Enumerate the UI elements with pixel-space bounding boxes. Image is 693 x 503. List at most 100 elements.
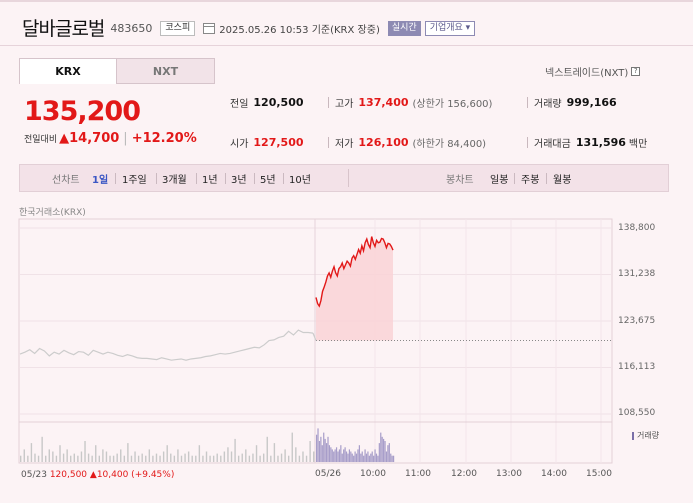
volume-bar-today: [375, 453, 378, 462]
change-label: 전일대비: [24, 135, 58, 145]
exchange-label: 한국거래소(KRX): [19, 208, 86, 218]
nextrade-link[interactable]: 넥스트레이드(NXT) ?: [545, 64, 641, 79]
volume-bar-prev: [262, 453, 265, 462]
volume-bar-prev: [112, 455, 115, 462]
market-tabs: KRX NXT: [19, 58, 215, 84]
candle-chart-label[interactable]: 봉차트: [446, 174, 474, 186]
volume-bar-prev: [45, 455, 47, 462]
volume-bar-prev: [223, 451, 226, 462]
nextrade-label: 넥스트레이드(NXT): [545, 68, 629, 79]
period-1w[interactable]: 1주일: [122, 174, 147, 186]
volume-bar-today: [335, 447, 338, 462]
volume-bar-prev: [202, 455, 204, 462]
volume-bar-today: [324, 438, 326, 462]
volume-bar-today: [353, 455, 355, 462]
volume-bar-prev: [37, 455, 40, 462]
candle-monthly[interactable]: 월봉: [553, 174, 572, 186]
line-chart-label[interactable]: 선차트: [52, 174, 80, 186]
volume-bar-prev: [220, 455, 222, 462]
volume-bar-prev: [252, 453, 254, 462]
period-1y[interactable]: 1년: [202, 174, 218, 186]
volume-bar-prev: [177, 449, 179, 462]
volume-bar-prev: [84, 441, 86, 462]
volume-bar-prev: [27, 455, 29, 462]
volume-bar-today: [345, 451, 348, 462]
series-connector: [312, 332, 317, 341]
volume-bar-today: [344, 447, 346, 462]
period-3m[interactable]: 3개월: [162, 174, 187, 186]
period-5y[interactable]: 5년: [260, 174, 276, 186]
volume-bar-today: [321, 445, 323, 462]
candle-daily[interactable]: 일봉: [490, 174, 509, 186]
period-3y[interactable]: 3년: [231, 174, 247, 186]
x-tick-label: 10:00: [360, 469, 386, 479]
volume-bar-prev: [127, 443, 129, 462]
volume-bar-today: [317, 428, 319, 462]
period-separator: [115, 173, 116, 184]
volume-bar-prev: [209, 455, 211, 462]
volume-bar-prev: [241, 453, 243, 462]
volume-bar-prev: [191, 455, 193, 462]
tab-nxt[interactable]: NXT: [117, 58, 215, 84]
volume-bar-prev: [59, 445, 61, 462]
company-info-button[interactable]: 기업개요 ▾: [424, 20, 476, 36]
volume-bar-prev: [280, 453, 283, 462]
volume-bar-today: [390, 453, 392, 462]
volume-bar-prev: [184, 453, 186, 462]
volume-legend: 거래량: [632, 430, 659, 441]
volume-bar-prev: [273, 443, 276, 462]
x-tick-label: 05/26: [315, 469, 341, 479]
volume-bar-prev: [173, 455, 176, 462]
chart-period-toolbar: 선차트 1일 1주일 3개월 1년 3년 5년 10년 봉차트 일봉 주봉 월봉: [19, 164, 669, 192]
stat-prev-close: 전일 120,500: [230, 95, 304, 110]
volume-bar-prev: [277, 455, 279, 462]
volume-bar-prev: [255, 445, 258, 462]
volume-bar-prev: [159, 455, 161, 462]
volume-bar-today: [385, 451, 388, 462]
volume-bar-today: [341, 453, 343, 462]
period-1d[interactable]: 1일: [92, 174, 109, 186]
period-separator: [283, 173, 284, 184]
volume-bar-prev: [198, 445, 201, 462]
current-price: 135,200: [24, 96, 141, 127]
volume-bar-prev: [266, 436, 268, 462]
volume-bar-today: [377, 455, 379, 462]
volume-bar-prev: [309, 441, 311, 462]
volume-bar-today: [357, 449, 359, 462]
volume-bar-today: [333, 451, 335, 462]
volume-bar-prev: [120, 449, 122, 462]
stat-divider: [527, 97, 528, 108]
volume-bar-prev: [34, 453, 36, 462]
volume-bar-prev: [23, 449, 25, 462]
header-divider: [0, 45, 693, 46]
volume-bar-today: [361, 451, 363, 462]
volume-bar-today: [320, 436, 322, 462]
volume-legend-swatch: [632, 431, 634, 440]
period-10y[interactable]: 10년: [289, 174, 311, 186]
volume-bar-prev: [180, 455, 183, 462]
realtime-button[interactable]: 실시간: [387, 20, 421, 36]
volume-bar-today: [334, 449, 336, 462]
candle-weekly[interactable]: 주봉: [521, 174, 540, 186]
volume-bar-prev: [227, 447, 229, 462]
volume-bar-today: [383, 438, 385, 462]
volume-bar-prev: [130, 455, 133, 462]
volume-bar-prev: [141, 453, 143, 462]
volume-bar-today: [388, 443, 390, 462]
stat-high: 고가 137,400 (상한가 156,600): [335, 95, 493, 110]
volume-bar-prev: [116, 453, 118, 462]
question-icon[interactable]: ?: [631, 67, 641, 76]
tab-krx[interactable]: KRX: [19, 58, 117, 84]
stat-trade-value: 거래대금 131,596 백만: [534, 135, 648, 150]
volume-bar-prev: [195, 455, 197, 462]
volume-bar-today: [374, 449, 376, 462]
volume-bar-prev: [48, 449, 50, 462]
volume-bar-prev: [98, 455, 101, 462]
volume-bar-today: [340, 445, 342, 462]
volume-bar-prev: [20, 455, 22, 462]
volume-bar-prev: [298, 455, 301, 462]
volume-bar-today: [323, 432, 325, 462]
volume-bar-prev: [80, 451, 83, 462]
volume-bar-today: [387, 445, 389, 462]
